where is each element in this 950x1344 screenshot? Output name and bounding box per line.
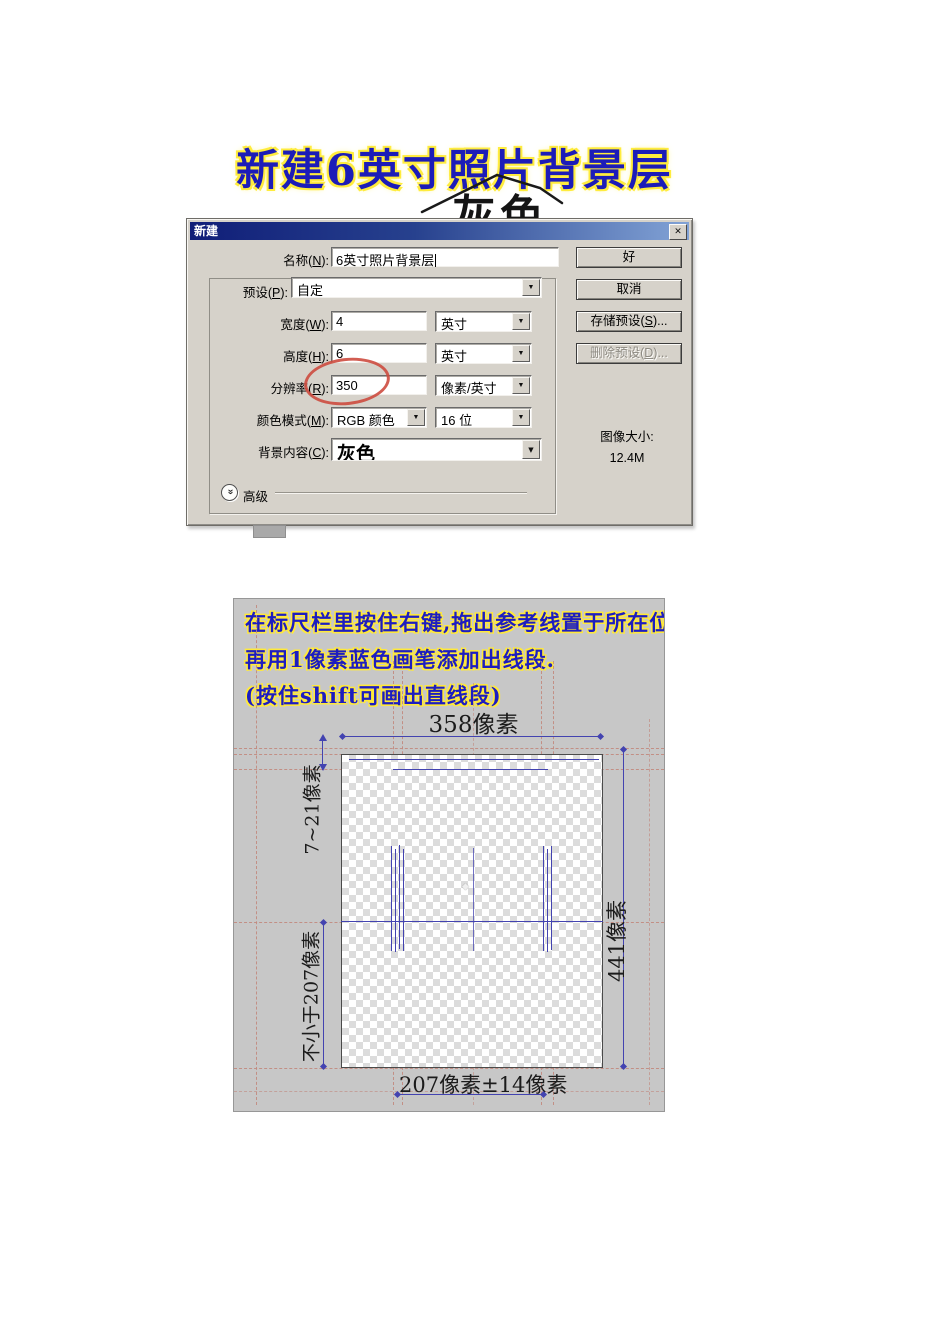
drawn-line [551, 846, 552, 950]
guide-diagram-panel: 在标尺栏里按住右键,拖出参考线置于所在位置 再用1像素蓝色画笔添加出线段. (按… [233, 598, 665, 1112]
height-label: 高度(H): [283, 350, 329, 364]
chevron-double-down-icon: » [225, 489, 236, 495]
preset-select[interactable]: 自定 ▼ [291, 277, 542, 298]
drawn-line [473, 848, 474, 951]
page-title: 新建6英寸照片背景层 [236, 146, 673, 196]
name-input[interactable]: 6英寸照片背景层 [331, 247, 559, 268]
measure-line-left [323, 922, 324, 1067]
height-unit-select[interactable]: 英寸 ▼ [435, 343, 532, 364]
image-size-label: 图像大小: [600, 430, 654, 444]
image-size-value: 12.4M [609, 451, 645, 465]
measure-label-bottom: 207像素±14像素 [399, 1073, 568, 1097]
guide-line-vertical [649, 719, 650, 1105]
drawn-line [349, 759, 599, 760]
advanced-label: 高级 [243, 490, 269, 504]
measure-label-gap: 7~21像素 [301, 764, 324, 855]
ok-button[interactable]: 好 [576, 247, 682, 268]
close-icon[interactable]: ✕ [669, 224, 687, 240]
measure-label-right: 441像素 [605, 899, 629, 983]
resolution-input[interactable] [331, 375, 427, 395]
measure-line-top [342, 736, 602, 737]
annotation-pointer-line [420, 173, 564, 214]
measure-line-right [623, 749, 624, 1067]
instruction-line: 再用1像素蓝色画笔添加出线段. [245, 647, 555, 672]
chevron-down-icon[interactable]: ▼ [512, 409, 530, 426]
background-window-fragment [253, 525, 286, 538]
width-input[interactable] [331, 311, 427, 331]
drawn-line [399, 845, 400, 949]
drawn-line [391, 846, 392, 951]
chevron-down-icon[interactable]: ▼ [522, 440, 540, 459]
drawn-line [393, 769, 548, 770]
background-contents-label: 背景内容(C): [258, 446, 329, 460]
resolution-unit-select[interactable]: 像素/英寸 ▼ [435, 375, 532, 396]
guide-line-horizontal [234, 1091, 664, 1092]
drawn-line [395, 849, 396, 952]
preset-label: 预设(P): [242, 286, 288, 300]
bit-depth-select[interactable]: 16 位 ▼ [435, 407, 532, 428]
height-input[interactable] [331, 343, 427, 363]
measure-label-top: 358像素 [428, 712, 519, 738]
save-preset-button[interactable]: 存储预设(S)... [576, 311, 682, 332]
guide-line-horizontal [234, 1068, 664, 1069]
delete-preset-button: 删除预设(D)... [576, 343, 682, 364]
drawn-line [403, 849, 404, 951]
width-unit-select[interactable]: 英寸 ▼ [435, 311, 532, 332]
advanced-divider [275, 492, 527, 493]
arrow-up-icon [319, 734, 327, 741]
drawn-line [341, 921, 603, 922]
transparent-canvas [341, 754, 603, 1068]
measure-line-gap [322, 737, 323, 770]
guide-line-vertical [256, 605, 257, 1105]
advanced-expand-button[interactable]: » [221, 484, 238, 501]
chevron-down-icon[interactable]: ▼ [512, 313, 530, 330]
measure-endpoint [319, 918, 328, 927]
text-cursor [435, 254, 437, 267]
drawn-line [547, 849, 548, 952]
chevron-down-icon[interactable]: ▼ [512, 345, 530, 362]
color-mode-select[interactable]: RGB 颜色 ▼ [331, 407, 427, 428]
chevron-down-icon[interactable]: ▼ [407, 409, 425, 426]
color-mode-label: 颜色模式(M): [256, 414, 329, 428]
cancel-button[interactable]: 取消 [576, 279, 682, 300]
drawn-line [543, 846, 544, 951]
measure-label-left: 不小于207像素 [300, 930, 323, 1063]
dialog-title: 新建 [194, 224, 219, 238]
measure-endpoint [596, 732, 605, 741]
new-document-dialog: 新建 ✕ 名称(N): 6英寸照片背景层 预设(P): 自定 ▼ 宽度(W): … [186, 218, 693, 526]
arrow-down-icon [319, 764, 327, 771]
background-contents-select[interactable]: 灰色 ▼ [331, 438, 542, 461]
instruction-line: (按住shift可画出直线段) [245, 683, 502, 708]
resolution-label: 分辨率(R): [270, 382, 329, 396]
chevron-down-icon[interactable]: ▼ [522, 279, 540, 296]
guide-line-horizontal [234, 748, 664, 749]
name-label: 名称(N): [283, 254, 329, 268]
cursor-icon: ◆ [462, 881, 469, 891]
width-label: 宽度(W): [280, 318, 329, 332]
measure-endpoint [338, 732, 347, 741]
instruction-line: 在标尺栏里按住右键,拖出参考线置于所在位置 [245, 610, 665, 635]
dialog-titlebar[interactable]: 新建 [190, 222, 689, 240]
measure-line-bottom [397, 1094, 544, 1095]
chevron-down-icon[interactable]: ▼ [512, 377, 530, 394]
